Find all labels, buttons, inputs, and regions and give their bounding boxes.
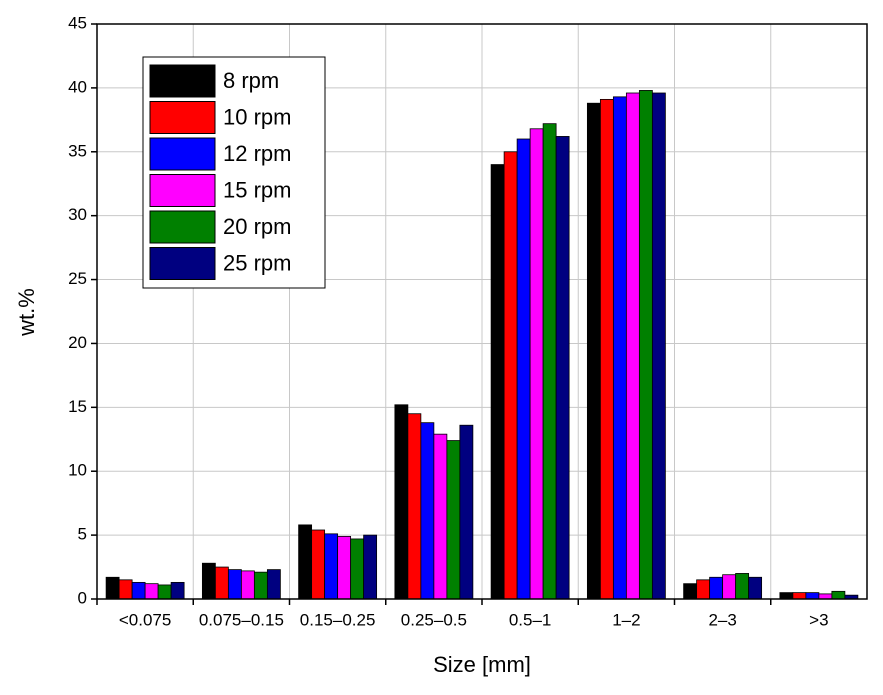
- bar: [831, 590, 846, 600]
- y-axis-label: wt.%: [14, 288, 39, 337]
- bar: [105, 576, 120, 600]
- bar: [446, 440, 461, 600]
- bar: [638, 90, 653, 600]
- legend-swatch: [149, 64, 216, 98]
- plot-frame: [96, 23, 868, 600]
- bar: [555, 136, 570, 600]
- legend-label: 12 rpm: [223, 141, 291, 166]
- x-tick-label: 1–2: [612, 610, 640, 629]
- y-tick-label: 30: [68, 205, 87, 224]
- bar: [420, 422, 435, 600]
- legend-label: 15 rpm: [223, 177, 291, 202]
- bar: [542, 123, 557, 600]
- bar: [651, 92, 666, 600]
- legend-label: 10 rpm: [223, 104, 291, 129]
- bar: [170, 581, 185, 600]
- x-tick-label: 0.15–0.25: [300, 610, 376, 629]
- bar: [266, 569, 281, 600]
- bar: [696, 579, 711, 600]
- bar: [240, 570, 255, 600]
- bar: [612, 96, 627, 600]
- bar: [324, 533, 339, 600]
- legend-swatch: [149, 137, 216, 171]
- legend-label: 8 rpm: [223, 68, 279, 93]
- bar: [144, 583, 159, 600]
- bar: [407, 413, 422, 600]
- bar: [363, 534, 378, 600]
- y-tick-label: 25: [68, 269, 87, 288]
- bar: [227, 569, 242, 600]
- bar: [748, 576, 763, 600]
- bar: [779, 592, 794, 600]
- bar: [529, 128, 544, 600]
- bar: [792, 592, 807, 600]
- bar: [394, 404, 409, 600]
- x-tick-label: >3: [809, 610, 828, 629]
- x-tick-label: 0.075–0.15: [199, 610, 284, 629]
- bar: [599, 98, 614, 600]
- y-tick-label: 10: [68, 461, 87, 480]
- bar: [253, 571, 268, 600]
- y-tick-label: 40: [68, 77, 87, 96]
- legend-label: 25 rpm: [223, 250, 291, 275]
- bar: [709, 576, 724, 600]
- legend-swatch: [149, 174, 216, 207]
- y-tick-label: 45: [68, 13, 87, 32]
- bar: [201, 562, 216, 600]
- bar: [214, 566, 229, 600]
- bar: [735, 573, 750, 600]
- bar: [818, 593, 833, 600]
- bar: [490, 164, 505, 600]
- legend-swatch: [149, 101, 216, 134]
- bar: [298, 524, 313, 600]
- bar: [131, 581, 146, 600]
- bar: [311, 529, 326, 600]
- x-tick-label: <0.075: [119, 610, 171, 629]
- legend-swatch: [149, 247, 216, 280]
- y-tick-label: 5: [78, 525, 87, 544]
- bar: [586, 102, 601, 600]
- y-tick-label: 15: [68, 397, 87, 416]
- x-tick-label: 0.25–0.5: [401, 610, 467, 629]
- legend-swatch: [149, 210, 216, 244]
- x-tick-label: 2–3: [708, 610, 736, 629]
- x-tick-label: 0.5–1: [509, 610, 552, 629]
- bar: [516, 138, 531, 600]
- x-axis-label: Size [mm]: [433, 652, 531, 677]
- bar: [433, 433, 448, 600]
- bar: [459, 424, 474, 600]
- bar: [805, 592, 820, 600]
- bar: [625, 92, 640, 600]
- bar: [503, 151, 518, 600]
- bar: [157, 584, 172, 600]
- legend-label: 20 rpm: [223, 214, 291, 239]
- y-tick-label: 20: [68, 333, 87, 352]
- bar: [683, 583, 698, 600]
- y-tick-label: 0: [78, 588, 87, 607]
- bar: [118, 579, 133, 600]
- bar: [722, 574, 737, 600]
- y-tick-label: 35: [68, 141, 87, 160]
- bar: [337, 535, 352, 600]
- bar: [350, 538, 365, 600]
